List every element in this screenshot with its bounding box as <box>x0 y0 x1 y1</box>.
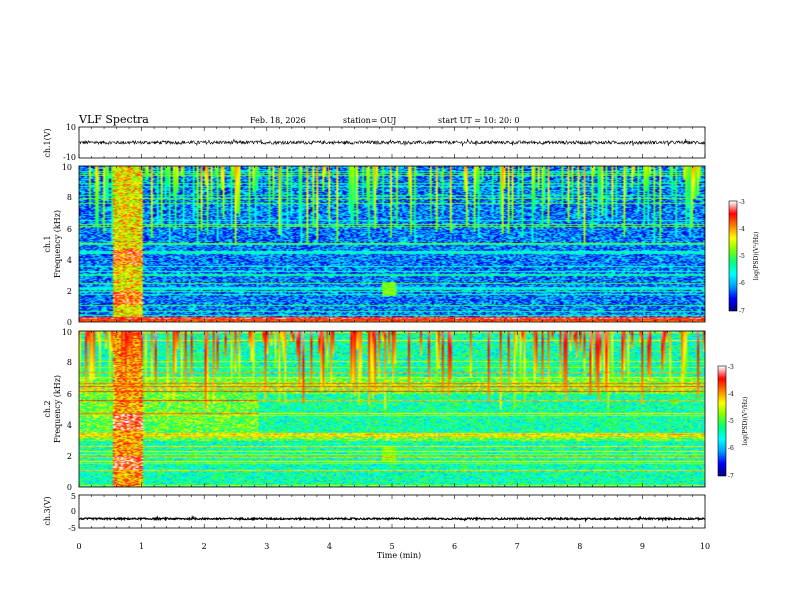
ch1-ytick-bottom: -10 <box>63 153 76 162</box>
ch2-spectrogram-image <box>79 331 705 487</box>
figure-title: VLF Spectra <box>78 113 149 126</box>
ch1-x-ticks <box>78 127 706 158</box>
date-label: Feb. 18, 2026 <box>250 116 306 125</box>
ch1-spec-ytick-10: 10 <box>62 163 72 172</box>
ch2-spec-ytick-0: 0 <box>67 483 72 492</box>
ch2-spec-ytick-2: 2 <box>67 452 72 461</box>
ch1-waveform-panel: 10 -10 ch.1(V) <box>43 123 706 162</box>
ch1-spectrogram-panel: 0 2 4 6 8 10 ch.1 Frequency (kHz) -3 -4 … <box>43 163 760 327</box>
x-tick-label-10: 10 <box>700 542 710 551</box>
ch1-spec-ylabel-freq: Frequency (kHz) <box>53 210 62 278</box>
ch2-colorbar-label: log(PSD)(V²/Hz) <box>742 397 749 446</box>
ch3-waveform-trace <box>78 515 706 523</box>
ch2-cbar-tick-m3: -3 <box>728 364 734 371</box>
ch1-spec-ytick-2: 2 <box>67 287 72 296</box>
x-tick-label-2: 2 <box>202 542 207 551</box>
ch1-spectrogram-image <box>79 166 705 322</box>
ch1-cbar-tick-m5: -5 <box>739 253 745 260</box>
ch2-spec-ytick-10: 10 <box>62 328 72 337</box>
ch1-spec-ytick-0: 0 <box>67 318 72 327</box>
ch1-cbar-tick-m6: -6 <box>739 280 745 287</box>
ch2-colorbar-frame <box>717 365 727 477</box>
x-tick-label-4: 4 <box>327 542 332 551</box>
ch2-spec-ytick-6: 6 <box>67 390 72 399</box>
ch3-ytick-0: 0 <box>71 507 76 516</box>
ch3-waveform-panel: 5 0 -5 ch.3(V) 0 1 2 3 4 5 6 7 8 9 10 Ti… <box>43 492 710 560</box>
ch1-spec-ytick-4: 4 <box>67 256 72 265</box>
x-tick-label-7: 7 <box>515 542 520 551</box>
ch1-spec-ytick-6: 6 <box>67 225 72 234</box>
ch1-ylabel: ch.1(V) <box>43 128 52 157</box>
ch2-spec-ytick-4: 4 <box>67 421 72 430</box>
ch2-spec-ylabel: ch.2 <box>43 400 52 417</box>
ch1-cbar-tick-m7: -7 <box>739 308 745 315</box>
x-tick-label-3: 3 <box>264 542 269 551</box>
ch1-spec-ylabel: ch.1 <box>43 235 52 252</box>
ch1-cbar-tick-m4: -4 <box>739 226 745 233</box>
ch3-frame <box>78 494 706 529</box>
x-tick-label-5: 5 <box>389 542 394 551</box>
ch1-colorbar-label: log(PSD)(V²/Hz) <box>753 232 760 281</box>
ch2-cbar-tick-m4: -4 <box>728 391 734 398</box>
x-tick-label-8: 8 <box>577 542 582 551</box>
ch3-ytick-5: 5 <box>71 492 76 501</box>
ch2-spec-ytick-8: 8 <box>67 358 72 367</box>
ch3-ylabel: ch.3(V) <box>43 496 52 525</box>
ch1-ytick-top: 10 <box>66 123 76 132</box>
ch2-spec-ylabel-freq: Frequency (kHz) <box>53 375 62 443</box>
ch1-colorbar <box>729 201 737 311</box>
ch2-spectrogram-x-ticks <box>78 331 706 487</box>
ch3-x-ticks <box>78 495 706 528</box>
ch1-waveform-trace <box>78 138 706 147</box>
ch1-spec-ytick-8: 8 <box>67 193 72 202</box>
start-time-label: start UT = 10: 20: 0 <box>438 116 519 125</box>
ch2-colorbar <box>718 366 726 476</box>
x-tick-label-9: 9 <box>640 542 645 551</box>
ch2-spectrogram-panel: 0 2 4 6 8 10 ch.2 Frequency (kHz) -3 -4 … <box>43 328 749 492</box>
ch2-cbar-tick-m6: -6 <box>728 445 734 452</box>
x-tick-label-0: 0 <box>76 542 81 551</box>
ch2-cbar-tick-m7: -7 <box>728 473 734 480</box>
ch1-colorbar-frame <box>728 200 738 312</box>
x-tick-label-1: 1 <box>139 542 144 551</box>
x-axis-label: Time (min) <box>377 551 421 560</box>
station-label: station= OUJ <box>343 116 396 125</box>
ch2-cbar-tick-m5: -5 <box>728 418 734 425</box>
x-tick-label-6: 6 <box>452 542 457 551</box>
ch1-spectrogram-x-ticks <box>78 166 706 322</box>
ch1-cbar-tick-m3: -3 <box>739 199 745 206</box>
ch3-ytick-m5: -5 <box>68 524 76 533</box>
